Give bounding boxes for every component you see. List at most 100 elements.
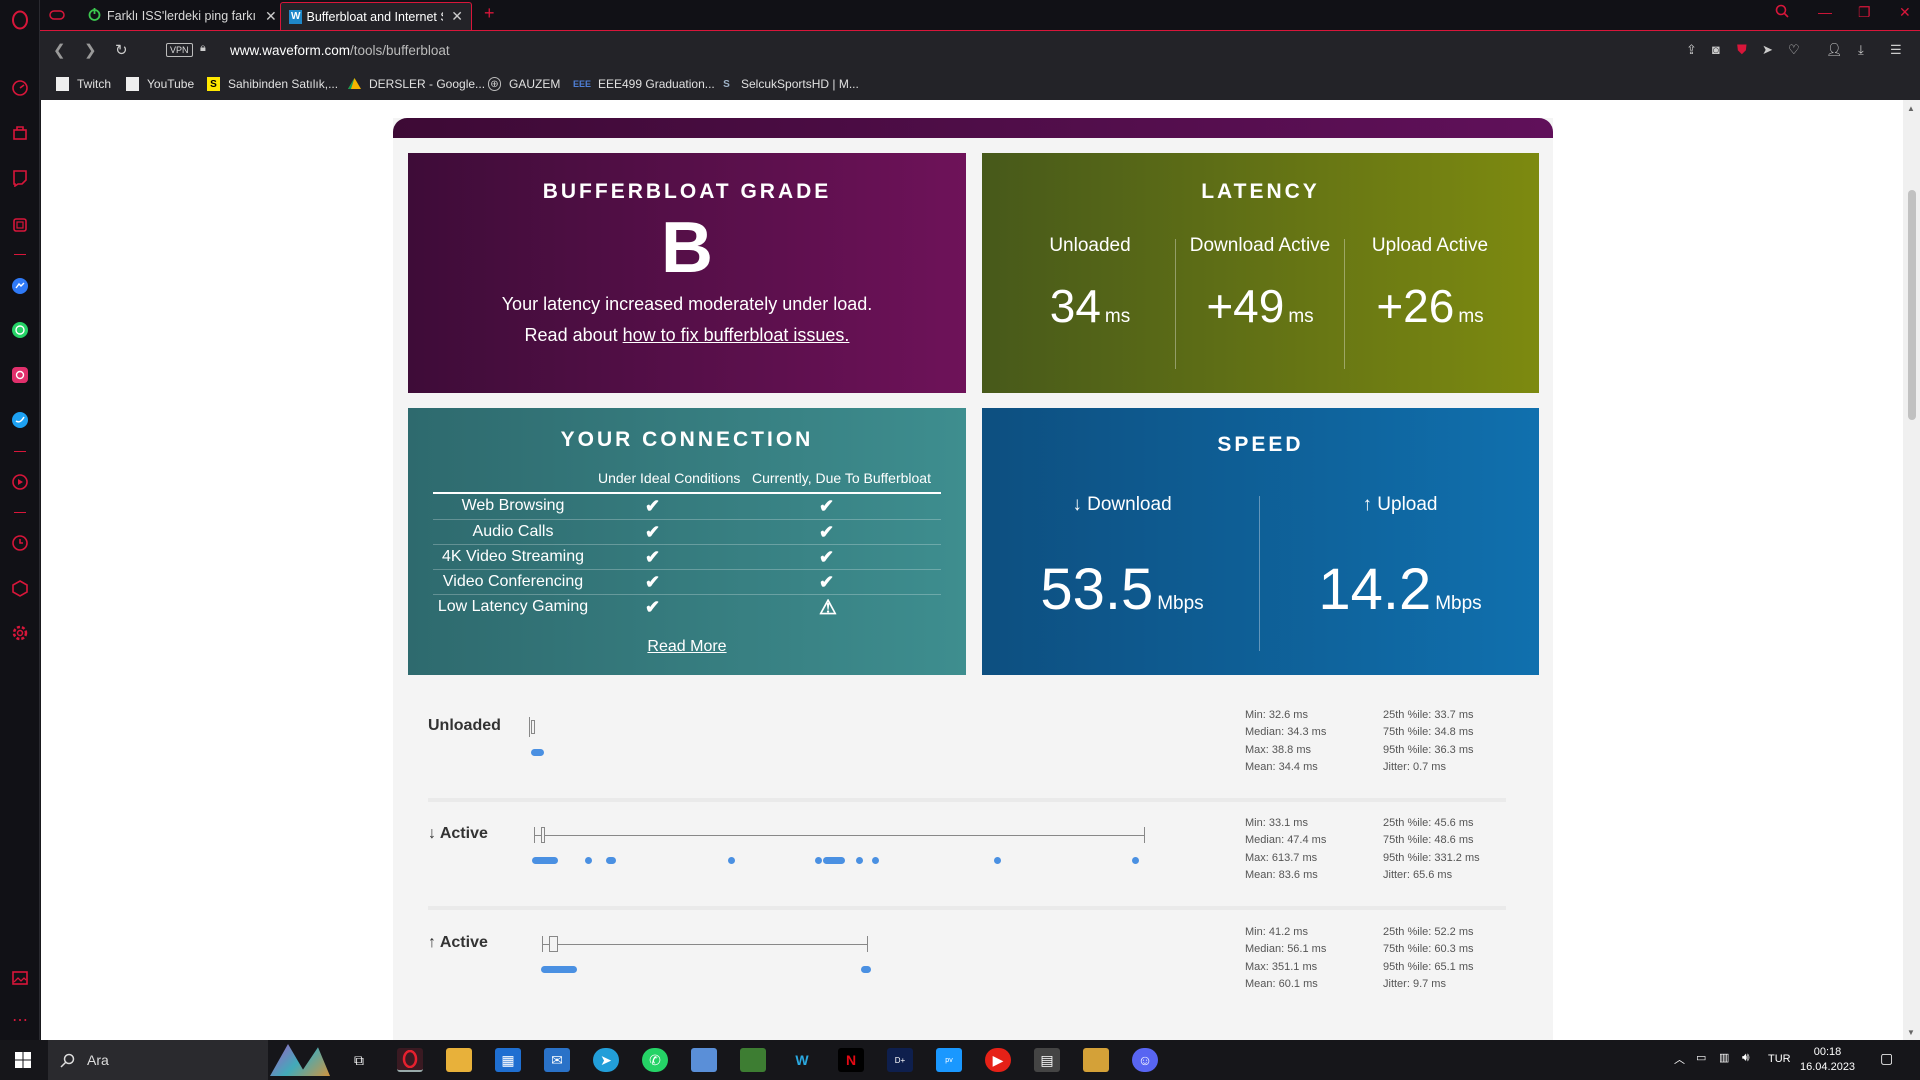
- disney-plus-icon[interactable]: D+: [887, 1048, 913, 1072]
- windows-start-icon[interactable]: [10, 1048, 36, 1072]
- easy-setup-menu-icon[interactable]: ☰: [1890, 42, 1902, 57]
- sample-dot: [541, 966, 577, 973]
- bookmark-selcuksports[interactable]: S SelcukSportsHD | M...: [720, 77, 859, 91]
- prime-video-icon[interactable]: pv: [936, 1048, 962, 1072]
- lock-icon[interactable]: 🔒︎: [200, 42, 206, 54]
- instagram-icon[interactable]: [8, 363, 32, 387]
- extensions-icon[interactable]: [8, 576, 32, 600]
- vpn-badge[interactable]: VPN: [166, 43, 193, 57]
- taskbar-search-input[interactable]: Ara: [48, 1040, 330, 1080]
- value-number: +49: [1206, 280, 1285, 332]
- store-icon[interactable]: ▦: [495, 1048, 521, 1072]
- laptop-app-icon[interactable]: [691, 1048, 717, 1072]
- download-icon[interactable]: ⤓: [1858, 42, 1864, 57]
- gallery-icon[interactable]: [8, 966, 32, 990]
- shopping-icon[interactable]: [8, 121, 32, 145]
- clock-date: 16.04.2023: [1800, 1061, 1856, 1073]
- network-icon[interactable]: ▥: [1719, 1052, 1730, 1064]
- twitch-icon[interactable]: [8, 166, 32, 190]
- forward-icon[interactable]: ❯: [84, 42, 97, 59]
- twitter-icon[interactable]: [8, 408, 32, 432]
- header-ideal: Under Ideal Conditions: [598, 470, 741, 486]
- messenger-icon[interactable]: [8, 274, 32, 298]
- restore-icon[interactable]: ❐: [1858, 4, 1871, 20]
- gamepad-icon[interactable]: [49, 8, 65, 27]
- stats-right: 25th %ile: 45.6 ms 75th %ile: 48.6 ms 95th…: [1383, 815, 1480, 884]
- waves-app-icon[interactable]: W: [795, 1052, 809, 1068]
- bookmark-gauzem[interactable]: ⊕ GAUZEM: [488, 77, 560, 91]
- task-view-icon[interactable]: ⧉: [354, 1051, 364, 1068]
- back-icon[interactable]: ❮: [53, 42, 66, 59]
- stats-label: ↑ Active: [428, 934, 488, 951]
- tab-bar: Farklı ISS'lerdeki ping farkı ✕ W Buffer…: [40, 0, 1920, 30]
- player-icon[interactable]: [8, 470, 32, 494]
- reload-icon[interactable]: ↻: [115, 42, 128, 59]
- youtube-music-icon[interactable]: ▶: [985, 1048, 1011, 1072]
- tab-ping-farki[interactable]: Farklı ISS'lerdeki ping farkı ✕: [80, 2, 313, 30]
- clock[interactable]: 00:18 16.04.2023: [1800, 1045, 1855, 1075]
- bookmark-eee499[interactable]: EEE EEE499 Graduation...: [573, 77, 715, 91]
- fix-bufferbloat-link[interactable]: how to fix bufferbloat issues.: [622, 325, 850, 345]
- account-icon[interactable]: 👤︎: [1826, 42, 1843, 57]
- bookmark-label: YouTube: [147, 77, 195, 91]
- language-indicator[interactable]: TUR: [1768, 1053, 1791, 1065]
- battery-icon[interactable]: ▭: [1696, 1052, 1707, 1064]
- heart-icon[interactable]: ♡: [1788, 42, 1800, 57]
- more-dots-icon[interactable]: ⋯: [12, 1012, 28, 1029]
- search-tabs-icon[interactable]: [1775, 4, 1789, 21]
- stat-p95: 95th %ile: 331.2 ms: [1383, 851, 1480, 864]
- bookmark-sahibinden[interactable]: S Sahibinden Satılık,...: [207, 77, 338, 91]
- send-icon[interactable]: ➤: [1762, 42, 1773, 57]
- sample-dot: [606, 857, 616, 864]
- box-plot: [549, 936, 558, 952]
- stat-max: Max: 613.7 ms: [1245, 851, 1318, 864]
- share-icon[interactable]: ⇪: [1686, 42, 1697, 57]
- gaming-icon[interactable]: [8, 213, 32, 237]
- discord-icon[interactable]: ☺: [1132, 1048, 1158, 1072]
- speed-title: SPEED: [1217, 433, 1304, 456]
- stats-right: 25th %ile: 52.2 ms 75th %ile: 60.3 ms 95th…: [1383, 924, 1474, 993]
- bookmark-dersler[interactable]: DERSLER - Google...: [348, 77, 485, 91]
- url-field[interactable]: www.waveform.com/tools/bufferbloat: [230, 43, 450, 58]
- file-explorer-icon[interactable]: [446, 1048, 472, 1072]
- opera-logo-icon[interactable]: [8, 8, 32, 32]
- minimize-icon[interactable]: —: [1818, 4, 1832, 20]
- chevron-up-icon[interactable]: ︿: [1674, 1054, 1685, 1066]
- vertical-scrollbar[interactable]: ▲ ▼: [1903, 100, 1920, 1040]
- close-icon[interactable]: ✕: [451, 8, 463, 24]
- mail-icon[interactable]: ✉: [544, 1048, 570, 1072]
- new-tab-plus-icon[interactable]: +: [484, 3, 495, 23]
- sample-dot: [531, 749, 544, 756]
- cs-go-icon[interactable]: [1083, 1048, 1109, 1072]
- telegram-icon[interactable]: ➤: [593, 1048, 619, 1072]
- tab-bufferbloat[interactable]: W Bufferbloat and Internet Sp ✕: [280, 2, 472, 30]
- whatsapp-taskbar-icon[interactable]: ✆: [642, 1048, 668, 1072]
- snapshot-camera-icon[interactable]: ◙: [1712, 42, 1720, 57]
- close-icon[interactable]: ✕: [265, 7, 277, 24]
- scrollbar-thumb[interactable]: [1908, 190, 1916, 420]
- scroll-down-icon[interactable]: ▼: [1907, 1028, 1915, 1037]
- latency-value: 34 ms: [1005, 279, 1175, 333]
- history-icon[interactable]: [8, 531, 32, 555]
- netflix-icon[interactable]: N: [838, 1048, 864, 1072]
- sample-dot: [856, 857, 863, 864]
- adblock-shield-icon[interactable]: ⛊: [1737, 42, 1747, 57]
- minecraft-icon[interactable]: [740, 1048, 766, 1072]
- whatsapp-icon[interactable]: [8, 318, 32, 342]
- bookmark-twitch[interactable]: Twitch: [56, 77, 111, 91]
- read-more-link[interactable]: Read More: [647, 638, 727, 655]
- bookmark-label: SelcukSportsHD | M...: [741, 77, 859, 91]
- notification-icon[interactable]: ▢: [1880, 1050, 1894, 1066]
- stat-p75: 75th %ile: 48.6 ms: [1383, 834, 1474, 847]
- bookmark-youtube[interactable]: YouTube: [126, 77, 194, 91]
- latency-card: LATENCY Unloaded 34 ms Download Active +4…: [982, 153, 1539, 393]
- opera-taskbar-icon[interactable]: [397, 1048, 423, 1072]
- sidebar-separator: [14, 254, 26, 255]
- speed-dial-icon[interactable]: [8, 76, 32, 100]
- scroll-up-icon[interactable]: ▲: [1907, 104, 1915, 113]
- volume-icon[interactable]: 🔊︎: [1742, 1050, 1750, 1064]
- close-window-icon[interactable]: ✕: [1899, 4, 1911, 20]
- calculator-icon[interactable]: ▤: [1034, 1048, 1060, 1072]
- settings-gear-icon[interactable]: [8, 621, 32, 645]
- speed-label: ↓ Download: [1072, 494, 1172, 515]
